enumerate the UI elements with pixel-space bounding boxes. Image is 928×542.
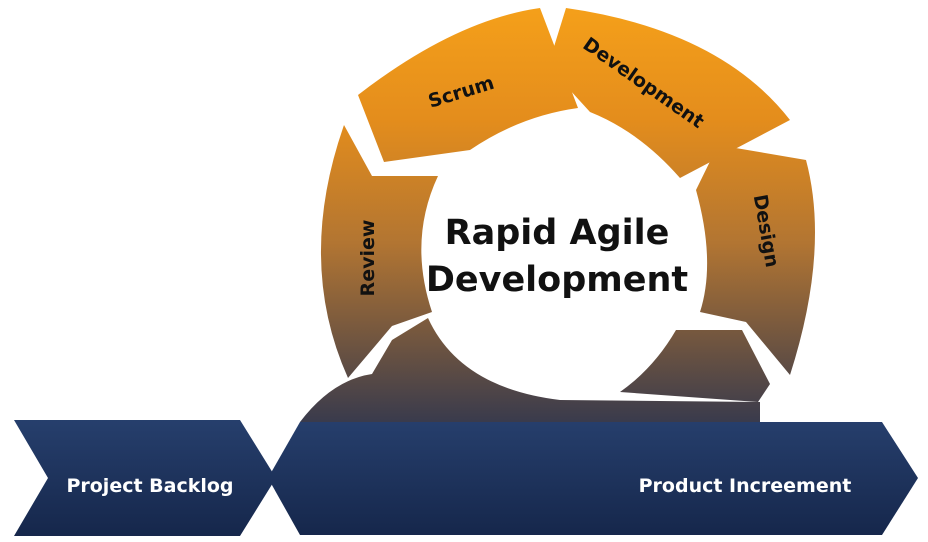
center-title-line-2: Development: [426, 260, 688, 300]
project-backlog-label: Project Backlog: [66, 475, 233, 497]
cycle-segment-scrum: [358, 8, 578, 162]
cycle-segment-development: [548, 8, 790, 178]
cycle-segment-review: [320, 125, 438, 378]
product-increment-arrow: [268, 422, 918, 535]
project-backlog-arrow: [14, 420, 276, 536]
review-label: Review: [357, 220, 379, 297]
center-title-line-1: Rapid Agile: [445, 213, 670, 253]
cycle-tail: [300, 318, 760, 422]
cycle-segment-design: [696, 145, 815, 375]
product-increment-label: Product Increement: [639, 475, 852, 497]
cycle-segment-lower: [620, 330, 770, 402]
